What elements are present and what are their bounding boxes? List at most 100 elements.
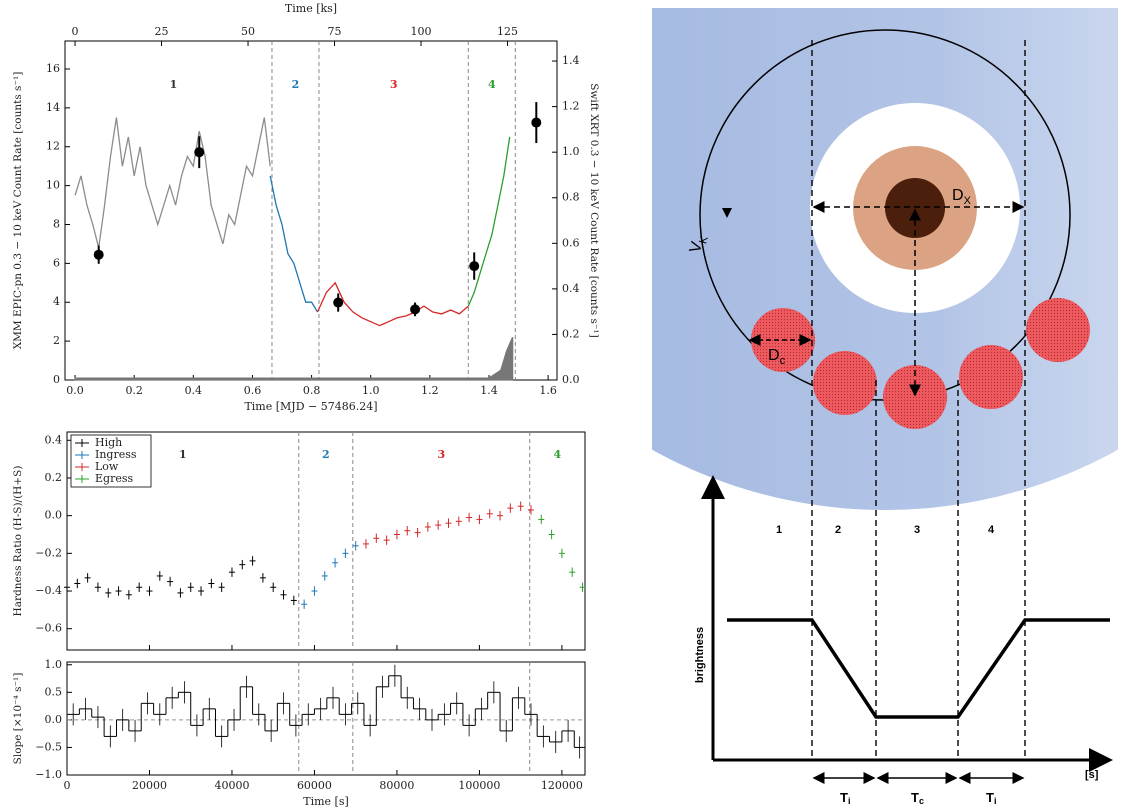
y2-tick-label: 0.2 xyxy=(562,327,580,340)
label-main: D xyxy=(768,347,780,364)
region-label: 3 xyxy=(390,78,398,91)
phase-label: 3 xyxy=(914,524,920,536)
y2-axis-label: Swift XRT 0.3 − 10 keV Count Rate [count… xyxy=(588,83,600,338)
x-tick-label: 0.8 xyxy=(303,384,321,397)
y-tick-label: 10 xyxy=(46,179,60,192)
x-tick-label: 100000 xyxy=(458,779,500,792)
y-tick-label: 0.0 xyxy=(45,713,63,726)
x-tick-label: 0 xyxy=(64,779,71,792)
x-tick-label: 0.4 xyxy=(185,384,203,397)
x2-tick-label: 100 xyxy=(411,25,432,38)
phase-label: 4 xyxy=(988,524,995,536)
y-tick-label: 0 xyxy=(53,373,60,386)
data-point xyxy=(94,250,104,260)
core xyxy=(885,178,945,238)
eclipse-profile xyxy=(727,620,1110,717)
y-axis-label: Slope [×10⁻⁴ s⁻¹] xyxy=(12,673,24,765)
y-tick-label: 16 xyxy=(46,62,60,75)
x2-tick-label: 125 xyxy=(497,25,518,38)
label-main: D xyxy=(952,187,964,204)
label-sub: i xyxy=(994,796,997,806)
x-tick-label: 0.6 xyxy=(244,384,262,397)
x-tick-label: 40000 xyxy=(214,779,249,792)
x-axis-label: Time [s] xyxy=(303,795,349,808)
region-label: 1 xyxy=(179,448,187,461)
y2-tick-label: 1.4 xyxy=(562,54,580,67)
y-tick-label: 2 xyxy=(53,334,60,347)
duration-label: Ti xyxy=(840,790,850,806)
x2-tick-label: 25 xyxy=(155,25,169,38)
label-main: T xyxy=(840,790,848,805)
y-tick-label: 1.0 xyxy=(45,658,63,671)
region-label: 2 xyxy=(292,78,300,91)
x-tick-label: 120000 xyxy=(541,779,583,792)
data-point xyxy=(469,261,479,271)
phase-label: 1 xyxy=(776,524,782,536)
region-label: 1 xyxy=(170,78,178,91)
y-tick-label: 0.5 xyxy=(45,685,63,698)
data-point xyxy=(333,298,343,308)
plot-frame xyxy=(65,41,557,380)
label-sub: X xyxy=(964,195,972,207)
region-label: 4 xyxy=(488,78,496,91)
y-tick-label: −0.4 xyxy=(35,584,62,597)
y-tick-label: 12 xyxy=(46,140,60,153)
y-tick-label: −1.0 xyxy=(35,768,62,781)
legend-label: Egress xyxy=(95,472,133,485)
x-tick-label: 1.0 xyxy=(362,384,380,397)
y-tick-label: −0.6 xyxy=(35,622,62,635)
region-label: 2 xyxy=(322,448,330,461)
x-tick-label: 1.6 xyxy=(539,384,557,397)
x-tick-label: 80000 xyxy=(379,779,414,792)
label-sub: c xyxy=(780,355,786,367)
data-point xyxy=(531,118,541,128)
duration-label: Tc xyxy=(911,790,924,806)
y2-tick-label: 0.8 xyxy=(562,191,580,204)
x-axis-label: Time [MJD − 57486.24] xyxy=(244,400,377,413)
phase-label: 2 xyxy=(835,524,841,536)
duration-label: Ti xyxy=(986,790,996,806)
label-main: T xyxy=(911,790,919,805)
y-tick-label: 0.0 xyxy=(45,509,63,522)
plot-frame xyxy=(67,662,585,775)
y-axis-label: Hardness Ratio (H-S)/(H+S) xyxy=(12,466,24,617)
region-label: 3 xyxy=(437,448,445,461)
x2-tick-label: 50 xyxy=(241,25,255,38)
x-tick-label: 0.0 xyxy=(66,384,84,397)
figure: DX Dc VK brightness [s] 1 2 3 4 Ti Tc Ti… xyxy=(0,0,1136,811)
x-tick-label: 1.4 xyxy=(480,384,498,397)
page: DX Dc VK brightness [s] 1 2 3 4 Ti Tc Ti… xyxy=(0,0,1136,811)
x-tick-label: 60000 xyxy=(297,779,332,792)
x-axis-label: [s] xyxy=(1085,769,1099,781)
x-tick-label: 20000 xyxy=(132,779,167,792)
label-sub: i xyxy=(848,796,851,806)
y-tick-label: 4 xyxy=(53,295,60,308)
x-tick-label: 0.2 xyxy=(125,384,143,397)
cloud xyxy=(959,345,1023,409)
label-sub: c xyxy=(919,796,924,806)
cloud xyxy=(1026,298,1090,362)
cloud xyxy=(813,351,877,415)
x2-tick-label: 0 xyxy=(72,25,79,38)
data-point xyxy=(410,304,420,314)
y2-tick-label: 0.0 xyxy=(562,373,580,386)
region-label: 4 xyxy=(554,448,562,461)
y2-tick-label: 0.4 xyxy=(562,282,580,295)
y-tick-label: −0.2 xyxy=(35,546,62,559)
label-main: T xyxy=(986,790,994,805)
y-tick-label: 0.4 xyxy=(45,433,63,446)
y2-tick-label: 1.2 xyxy=(562,100,580,113)
y-axis-label: XMM EPIC-pn 0.3 − 10 keV Count Rate [cou… xyxy=(12,72,24,350)
y2-tick-label: 0.6 xyxy=(562,236,580,249)
y-tick-label: 14 xyxy=(46,101,60,114)
y-axis-label: brightness xyxy=(694,627,706,683)
data-point xyxy=(194,147,204,157)
y-tick-label: 6 xyxy=(53,256,60,269)
x2-tick-label: 75 xyxy=(328,25,342,38)
y-tick-label: −0.5 xyxy=(35,740,62,753)
x-tick-label: 1.2 xyxy=(421,384,439,397)
y-tick-label: 0.2 xyxy=(45,471,63,484)
x2-axis-label: Time [ks] xyxy=(285,2,337,15)
y-tick-label: 8 xyxy=(53,217,60,230)
y2-tick-label: 1.0 xyxy=(562,145,580,158)
